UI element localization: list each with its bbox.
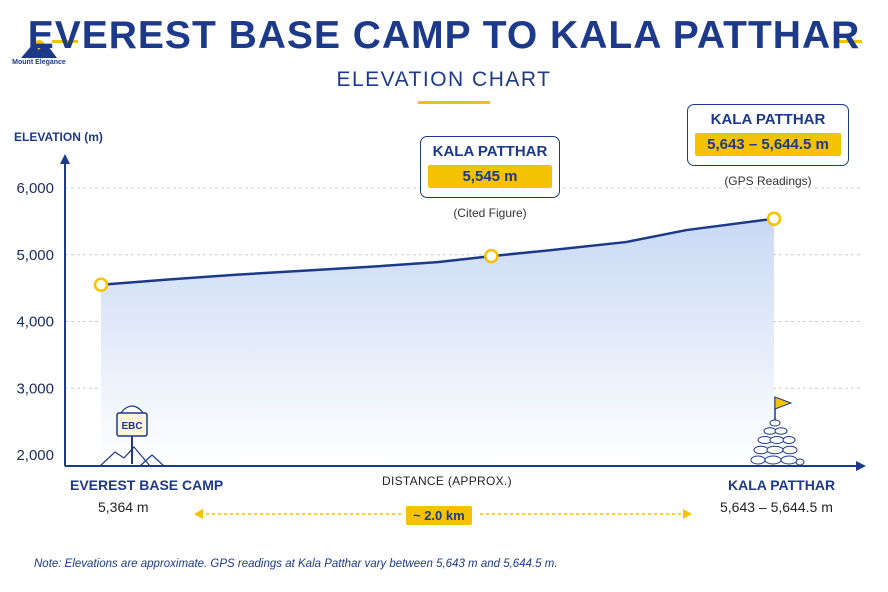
marker-point	[766, 211, 782, 226]
elevation-line	[100, 217, 775, 287]
end-elevation: 5,643 – 5,644.5 m	[720, 499, 833, 515]
x-axis-arrow	[856, 461, 866, 471]
y-tick-label: 2,000	[16, 447, 54, 464]
callout-gps-note: (GPS Readings)	[724, 174, 812, 188]
callout-gps-value: 5,643 – 5,644.5 m	[695, 133, 841, 156]
cairn-flag-icon	[750, 396, 805, 466]
callout-gps-name: KALA PATTHAR	[710, 111, 826, 128]
callout-cited-value: 5,545 m	[428, 165, 552, 188]
distance-arrow	[194, 509, 692, 519]
brand-logo: Mount Elegance	[6, 38, 72, 66]
page-title: EVEREST BASE CAMP TO KALA PATTHAR	[27, 14, 861, 57]
y-tick-label: 5,000	[16, 247, 54, 264]
marker-point	[484, 248, 499, 264]
end-label: KALA PATTHAR	[728, 477, 836, 493]
brand-name: Mount Elegance	[12, 59, 66, 66]
y-axis-arrow	[60, 154, 70, 164]
distance-badge: ~ 2.0 km	[406, 506, 472, 525]
callout-cited: KALA PATTHAR 5,545 m	[420, 136, 560, 198]
marker-point	[93, 277, 109, 293]
title-accent-right	[836, 40, 862, 43]
elevation-area	[101, 218, 774, 466]
start-elevation: 5,364 m	[98, 499, 149, 515]
x-axis-label: DISTANCE (APPROX.)	[382, 474, 512, 488]
callout-cited-note: (Cited Figure)	[453, 206, 527, 220]
page-subtitle: ELEVATION CHART	[336, 68, 552, 91]
subtitle-underline	[418, 101, 490, 104]
footnote: Note: Elevations are approximate. GPS re…	[34, 558, 558, 570]
ebc-sign-icon: EBC	[98, 405, 166, 467]
title-accent-left	[52, 40, 78, 43]
y-tick-label: 4,000	[16, 314, 54, 331]
mountain-logo-icon	[21, 40, 57, 58]
y-tick-label: 6,000	[16, 180, 54, 197]
callout-gps: KALA PATTHAR 5,643 – 5,644.5 m	[687, 104, 849, 166]
y-tick-label: 3,000	[16, 380, 54, 397]
ebc-sign-text: EBC	[121, 421, 142, 432]
start-label: EVEREST BASE CAMP	[70, 477, 224, 493]
callout-cited-name: KALA PATTHAR	[432, 143, 548, 160]
y-axis-label: ELEVATION (m)	[14, 130, 103, 144]
